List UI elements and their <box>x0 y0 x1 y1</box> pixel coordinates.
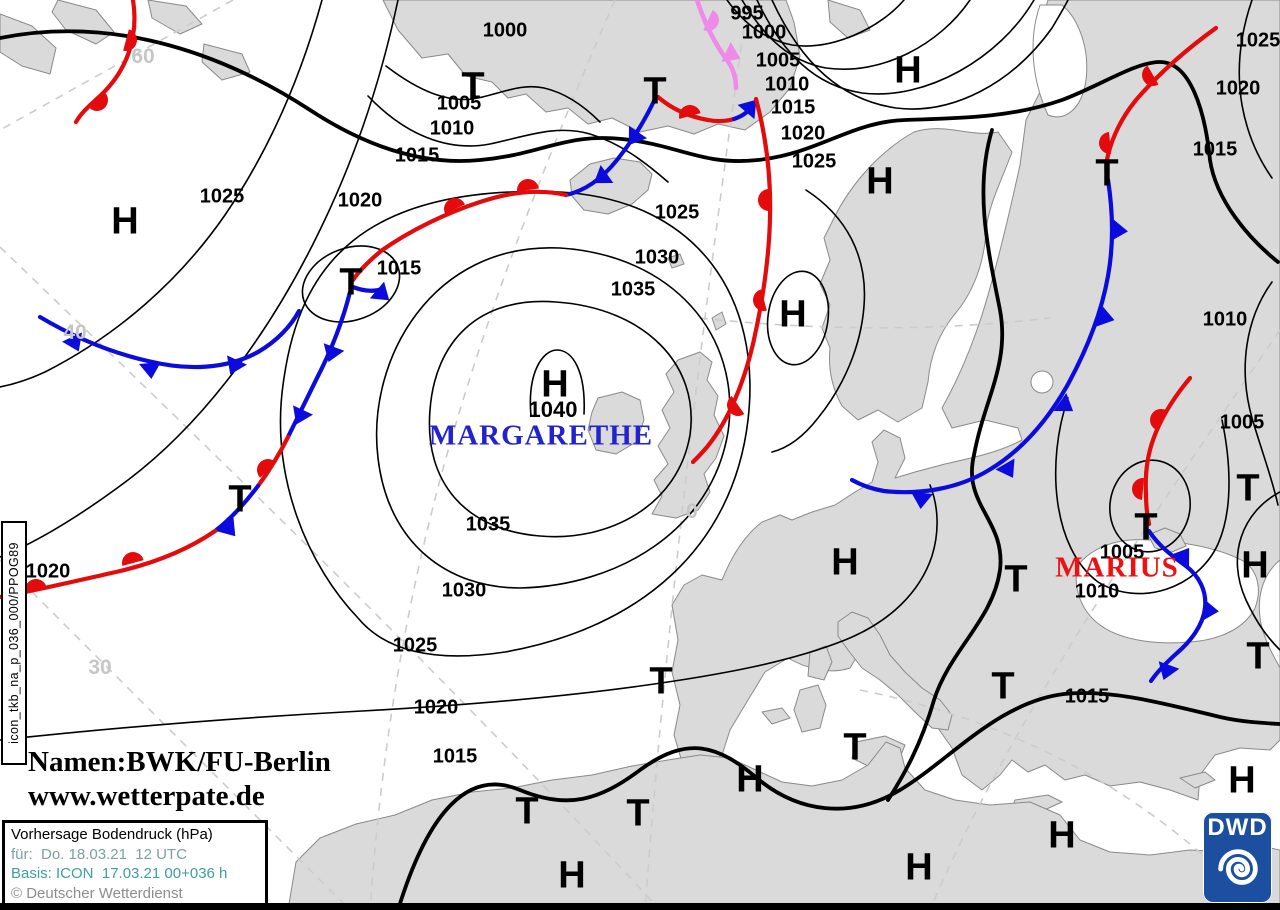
cold-front <box>563 96 658 198</box>
dwd-logo: DWD <box>1203 812 1272 903</box>
credit-names-line: Namen:BWK/FU-Berlin <box>28 746 331 778</box>
warm-front <box>350 189 569 283</box>
info-copyright: © Deutscher Wetterdienst <box>11 884 183 902</box>
bottom-frame-bar <box>0 903 1280 910</box>
fronts <box>0 0 1220 684</box>
product-code-sidebar: icon_tkb_na_p_036_000/PPOG89 <box>1 521 27 765</box>
land-greenland <box>382 0 801 135</box>
sea-white-sea <box>1032 4 1088 118</box>
land-ireland <box>587 391 645 455</box>
warm-front <box>1143 375 1193 527</box>
land-scandinavia <box>819 128 1013 423</box>
land-britain <box>651 351 725 519</box>
product-code-text: icon_tkb_na_p_036_000/PPOG89 <box>7 542 22 744</box>
sea-black-sea <box>1075 539 1259 644</box>
dwd-logo-text: DWD <box>1207 814 1268 841</box>
cold-front <box>849 177 1115 495</box>
info-valid-time: für: Do. 18.03.21 12 UTC <box>11 845 187 863</box>
credit-website: www.wetterpate.de <box>28 780 265 812</box>
land-crimea <box>1147 527 1187 553</box>
warm-front <box>690 96 773 465</box>
credit-block: Namen:BWK/FU-Berlin www.wetterpate.de <box>28 745 331 813</box>
cold-front <box>212 483 261 534</box>
info-model-basis: Basis: ICON 17.03.21 00+036 h <box>11 865 228 882</box>
sea-lake-ladoga <box>1030 370 1054 394</box>
warm-front <box>655 94 737 124</box>
dwd-spiral-icon <box>1217 849 1258 885</box>
forecast-info-box: Vorhersage Bodendruck (hPa) für: Do. 18.… <box>2 820 268 909</box>
land-italy <box>837 611 953 731</box>
warm-front <box>1104 25 1219 177</box>
info-title: Vorhersage Bodendruck (hPa) <box>11 826 213 843</box>
cold-front <box>37 308 302 370</box>
land-iceland <box>569 157 653 215</box>
